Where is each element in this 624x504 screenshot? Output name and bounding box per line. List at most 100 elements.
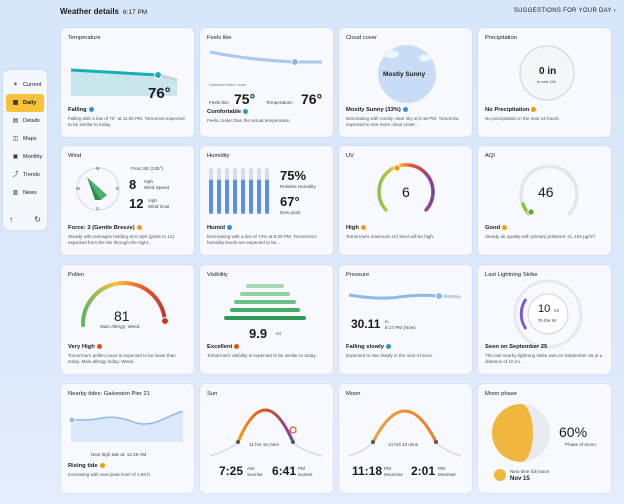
card-description: Increasing with next peak level of 1.98 … bbox=[68, 472, 151, 477]
wind-gust-unit: mph bbox=[148, 198, 157, 203]
precipitation-card[interactable]: Precipitation 0 in In next 24h No Precip… bbox=[478, 28, 611, 137]
moonset-time: 2:01 bbox=[411, 464, 436, 478]
sidebar-item-current[interactable]: ☀ Current bbox=[12, 81, 42, 89]
aqi-card[interactable]: AQI 46 Good Steady air quality with prim… bbox=[478, 146, 611, 255]
lightning-gauge bbox=[513, 279, 583, 349]
sun-arc bbox=[209, 408, 323, 457]
card-summary: Humid bbox=[207, 225, 233, 231]
humidity-bar bbox=[249, 179, 253, 214]
pressure-time: 6:17 PM (Now) bbox=[385, 325, 416, 330]
uv-card[interactable]: UV 6 High Tomorrow's maximum UV level wi… bbox=[339, 146, 472, 255]
temperature-value: 76° bbox=[148, 85, 171, 102]
temperature-card[interactable]: Temperature 76° Falling Falling with a l… bbox=[61, 28, 194, 137]
arrow-up-icon[interactable]: ↑ bbox=[9, 215, 13, 224]
lightning-card[interactable]: Last Lightning Strike 10 mi To the W See… bbox=[478, 265, 611, 374]
sun-card[interactable]: Sun 11 hrs 15 mins 7:25 AM Sunrise 6:41 … bbox=[200, 384, 333, 493]
sun-icon: ☀ bbox=[12, 81, 19, 88]
next-full-moon-date: Nov 15 bbox=[510, 476, 530, 482]
compass-s: S bbox=[96, 206, 100, 211]
refresh-icon[interactable]: ↻ bbox=[34, 215, 41, 224]
temperature-graph bbox=[70, 68, 178, 96]
card-title: Pollen bbox=[68, 272, 85, 278]
pollen-card[interactable]: Pollen 81 Main Allergy: Weed Very High T… bbox=[61, 265, 194, 374]
moon-arc bbox=[348, 409, 462, 457]
card-description: Steady air quality with primary pollutan… bbox=[485, 234, 597, 239]
moon-phase-value: 60% bbox=[559, 424, 588, 440]
next-full-moon-label: Next time full moon bbox=[510, 469, 550, 474]
tides-card[interactable]: Nearby tides: Galveston Pier 21 Next hig… bbox=[61, 384, 194, 493]
map-icon: ◫ bbox=[12, 135, 19, 142]
trends-icon: ⤴ bbox=[12, 171, 19, 178]
cloud-cover-card[interactable]: Cloud cover Mostly Sunny Mostly Sunny (3… bbox=[339, 28, 472, 137]
card-summary: Very High bbox=[68, 344, 102, 350]
suggestions-link[interactable]: SUGGESTIONS FOR YOUR DAY › bbox=[513, 8, 616, 14]
card-summary: Mostly Sunny (33%) bbox=[346, 107, 408, 113]
sidebar-item-daily[interactable]: ▦ Daily bbox=[6, 94, 44, 112]
pressure-graph bbox=[348, 292, 462, 300]
sunrise-label: Sunrise bbox=[247, 472, 263, 477]
aqi-gauge bbox=[519, 164, 579, 216]
card-summary: Rising tide bbox=[68, 463, 105, 469]
card-summary: Force: 3 (Gentle Breeze) bbox=[68, 225, 142, 231]
card-title: Moon phase bbox=[485, 391, 517, 397]
humidity-bar bbox=[225, 179, 229, 214]
sidebar-item-maps[interactable]: ◫ Maps bbox=[12, 135, 37, 143]
humidity-bar bbox=[209, 179, 213, 214]
visibility-card[interactable]: Visibility 9.9 mi Excellent Tomorrow's v… bbox=[200, 265, 333, 374]
card-description: Decreasing with a low of 74% at 8:00 PM.… bbox=[207, 234, 317, 245]
moon-phase-graphic bbox=[492, 404, 550, 481]
humidity-bar bbox=[265, 179, 269, 214]
wind-speed-label: Wind Speed bbox=[144, 185, 170, 190]
card-summary: Comfortable bbox=[207, 109, 249, 115]
sunrise-time: 7:25 bbox=[219, 464, 244, 478]
card-title: Sun bbox=[207, 391, 218, 397]
sunset-label: Sunset bbox=[298, 472, 313, 477]
card-title: UV bbox=[346, 153, 355, 159]
sidebar-item-monthly[interactable]: ▣ Monthly bbox=[12, 153, 43, 161]
news-icon: ▥ bbox=[12, 189, 19, 196]
card-title: Cloud cover bbox=[346, 35, 377, 41]
pollen-gauge bbox=[80, 281, 169, 327]
sidebar-item-details[interactable]: ▤ Details bbox=[12, 117, 40, 125]
humidity-bars bbox=[209, 168, 269, 214]
aqi-value: 46 bbox=[538, 184, 554, 200]
compass-w: W bbox=[76, 186, 81, 191]
card-summary: Excellent bbox=[207, 344, 240, 350]
precip-circle bbox=[519, 45, 575, 101]
card-title: Feels like bbox=[207, 35, 232, 41]
feels-like-card[interactable]: Feels like Dominant factor: none Feels l… bbox=[200, 28, 333, 137]
humidity-card[interactable]: Humidity 75% Relative Humidity 67° Dew p… bbox=[200, 146, 333, 255]
humidity-bar bbox=[241, 179, 245, 214]
temp-value: 76° bbox=[301, 91, 323, 107]
card-title: Temperature bbox=[68, 35, 101, 41]
pressure-card[interactable]: Pressure 30.11 in 6:17 PM (Now) Falling … bbox=[339, 265, 472, 374]
moon-card[interactable]: Moon 14 hrs 43 mins 11:18 PM Moonrise 2:… bbox=[339, 384, 472, 493]
moonrise-label: Moonrise bbox=[384, 472, 403, 477]
card-summary: Falling slowly bbox=[346, 344, 392, 350]
card-description: Tomorrow's pollen count is expected to b… bbox=[68, 353, 176, 364]
dominant-factor: Dominant factor: none bbox=[209, 83, 247, 87]
moon-phase-card[interactable]: Moon phase 60% Phase of moon Next time f… bbox=[478, 384, 611, 493]
card-summary: Falling bbox=[68, 107, 94, 113]
sidebar-item-news[interactable]: ▥ News bbox=[12, 189, 37, 197]
sunrise-ampm: AM bbox=[247, 466, 254, 471]
feels-label: Feels like: bbox=[209, 100, 230, 105]
moonrise-time: 11:18 bbox=[352, 464, 383, 478]
card-description: Tomorrow's visibility is expected to be … bbox=[207, 353, 317, 358]
tides-graph bbox=[68, 410, 184, 442]
compass-e: E bbox=[116, 186, 120, 191]
card-title: Visibility bbox=[207, 272, 228, 278]
card-description: Falling with a low of 75° at 11:00 PM. T… bbox=[68, 116, 185, 127]
wind-card[interactable]: Wind N E S W From SE (135°) 8 mph Wind S… bbox=[61, 146, 194, 255]
precip-sub: In next 24h bbox=[537, 80, 556, 84]
pressure-unit: in bbox=[385, 319, 389, 324]
sidebar-item-trends[interactable]: ⤴ Trends bbox=[12, 171, 40, 179]
compass-n: N bbox=[96, 166, 100, 171]
visibility-unit: mi bbox=[276, 331, 281, 336]
card-description: Tomorrow's maximum UV level will be high… bbox=[346, 234, 435, 239]
card-summary: High bbox=[346, 225, 366, 231]
humidity-bar bbox=[257, 179, 261, 214]
temp-label: Temperature: bbox=[266, 100, 294, 105]
feels-like-graph bbox=[209, 50, 322, 66]
uv-gauge bbox=[377, 163, 435, 212]
